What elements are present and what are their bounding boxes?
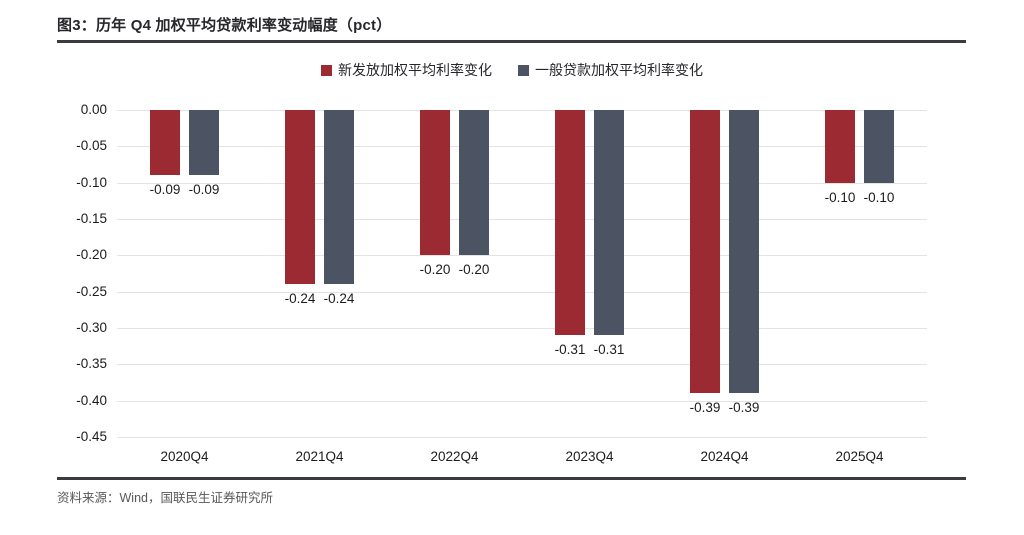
x-axis-tick-label: 2024Q4 bbox=[700, 449, 749, 464]
bar-series-2 bbox=[864, 110, 894, 183]
gridline bbox=[117, 110, 927, 111]
legend-swatch-icon bbox=[321, 64, 332, 76]
bar-series-1 bbox=[420, 110, 450, 256]
gridline bbox=[117, 291, 927, 293]
x-axis-tick-label: 2022Q4 bbox=[430, 449, 479, 464]
bar-series-1 bbox=[690, 110, 720, 394]
figure-title: 图3：历年 Q4 加权平均贷款利率变动幅度（pct） bbox=[57, 17, 392, 34]
bar-series-1 bbox=[825, 110, 855, 183]
gridline bbox=[117, 328, 927, 329]
bar-series-2 bbox=[459, 110, 489, 256]
chart-legend: 新发放加权平均利率变化 一般贷款加权平均利率变化 bbox=[0, 61, 1024, 79]
legend-item-series-1: 新发放加权平均利率变化 bbox=[321, 60, 492, 80]
bar-value-label: -0.10 bbox=[863, 189, 895, 205]
legend-label: 一般贷款加权平均利率变化 bbox=[535, 62, 703, 78]
gridline bbox=[117, 400, 927, 402]
footer-divider bbox=[57, 477, 966, 480]
y-axis-tick-label: -0.05 bbox=[76, 138, 107, 154]
bar-series-1 bbox=[285, 110, 315, 285]
bar-series-1 bbox=[150, 110, 180, 176]
x-axis-tick-label: 2020Q4 bbox=[160, 449, 209, 464]
legend-swatch-icon bbox=[518, 64, 529, 76]
bar-value-label: -0.31 bbox=[554, 342, 586, 358]
gridline bbox=[117, 219, 927, 220]
gridline bbox=[117, 364, 927, 366]
bar-value-label: -0.24 bbox=[323, 291, 355, 307]
x-axis-tick-label: 2025Q4 bbox=[835, 449, 884, 464]
bar-value-label: -0.39 bbox=[689, 400, 721, 416]
y-axis-tick-label: -0.45 bbox=[76, 429, 107, 444]
y-axis-tick-label: -0.40 bbox=[76, 392, 107, 408]
gridline bbox=[117, 255, 927, 257]
title-divider bbox=[57, 40, 966, 43]
bar-value-label: -0.24 bbox=[284, 291, 316, 307]
gridline bbox=[117, 437, 927, 438]
x-axis-tick-label: 2023Q4 bbox=[565, 449, 614, 464]
bar-series-1 bbox=[555, 110, 585, 336]
y-axis-tick-label: -0.10 bbox=[76, 174, 107, 190]
y-axis-tick-label: 0.00 bbox=[80, 102, 107, 117]
bar-value-label: -0.31 bbox=[593, 342, 625, 358]
y-axis-tick-label: -0.35 bbox=[76, 356, 107, 372]
y-axis-tick-label: -0.30 bbox=[76, 320, 107, 335]
source-note: 资料来源：Wind，国联民生证券研究所 bbox=[57, 491, 273, 505]
bar-value-label: -0.20 bbox=[458, 262, 490, 278]
bar-value-label: -0.09 bbox=[149, 182, 181, 198]
gridline bbox=[117, 146, 927, 148]
bar-value-label: -0.09 bbox=[188, 182, 220, 198]
gridline bbox=[117, 182, 927, 184]
y-axis-tick-label: -0.15 bbox=[76, 211, 107, 226]
y-axis-tick-label: -0.20 bbox=[76, 247, 107, 263]
bar-series-2 bbox=[594, 110, 624, 336]
bar-value-label: -0.39 bbox=[728, 400, 760, 416]
legend-item-series-2: 一般贷款加权平均利率变化 bbox=[518, 60, 703, 80]
bar-value-label: -0.10 bbox=[824, 189, 856, 205]
bar-series-2 bbox=[324, 110, 354, 285]
y-axis-tick-label: -0.25 bbox=[76, 283, 107, 299]
bar-value-label: -0.20 bbox=[419, 262, 451, 278]
x-axis-tick-label: 2021Q4 bbox=[295, 449, 344, 464]
legend-label: 新发放加权平均利率变化 bbox=[338, 62, 492, 78]
bar-series-2 bbox=[729, 110, 759, 394]
bar-series-2 bbox=[189, 110, 219, 176]
